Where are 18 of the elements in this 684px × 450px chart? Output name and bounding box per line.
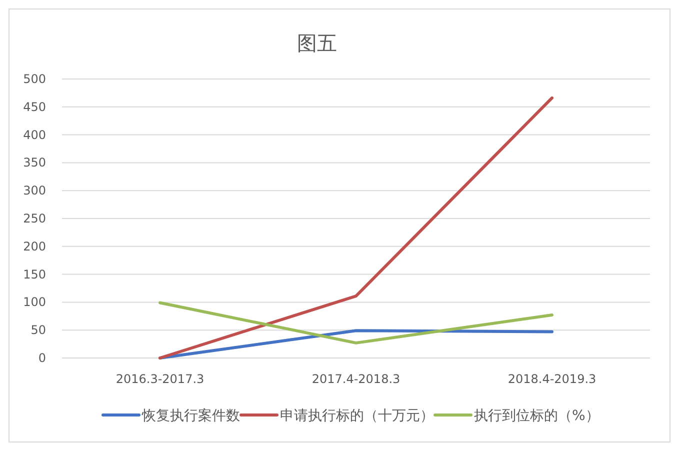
chart-title: 图五 xyxy=(297,31,337,55)
legend-label: 执行到位标的（%） xyxy=(474,408,600,424)
y-tick-label: 400 xyxy=(23,128,46,142)
x-tick-label: 2018.4-2019.3 xyxy=(508,372,596,386)
y-tick-label: 150 xyxy=(23,267,46,282)
x-tick-label: 2017.4-2018.3 xyxy=(312,372,400,386)
y-tick-label: 300 xyxy=(23,184,46,198)
y-tick-label: 500 xyxy=(23,72,46,86)
x-tick-label: 2016.3-2017.3 xyxy=(116,372,204,386)
y-tick-label: 350 xyxy=(23,156,46,170)
y-tick-label: 100 xyxy=(23,295,46,310)
y-tick-label: 250 xyxy=(23,212,46,226)
legend-label: 申请执行标的（十万元） xyxy=(280,408,434,424)
y-tick-label: 50 xyxy=(30,323,46,338)
y-tick-label: 450 xyxy=(23,100,46,114)
legend-label: 恢复执行案件数 xyxy=(141,407,240,424)
y-tick-label: 200 xyxy=(23,239,46,254)
y-tick-label: 0 xyxy=(38,351,46,365)
